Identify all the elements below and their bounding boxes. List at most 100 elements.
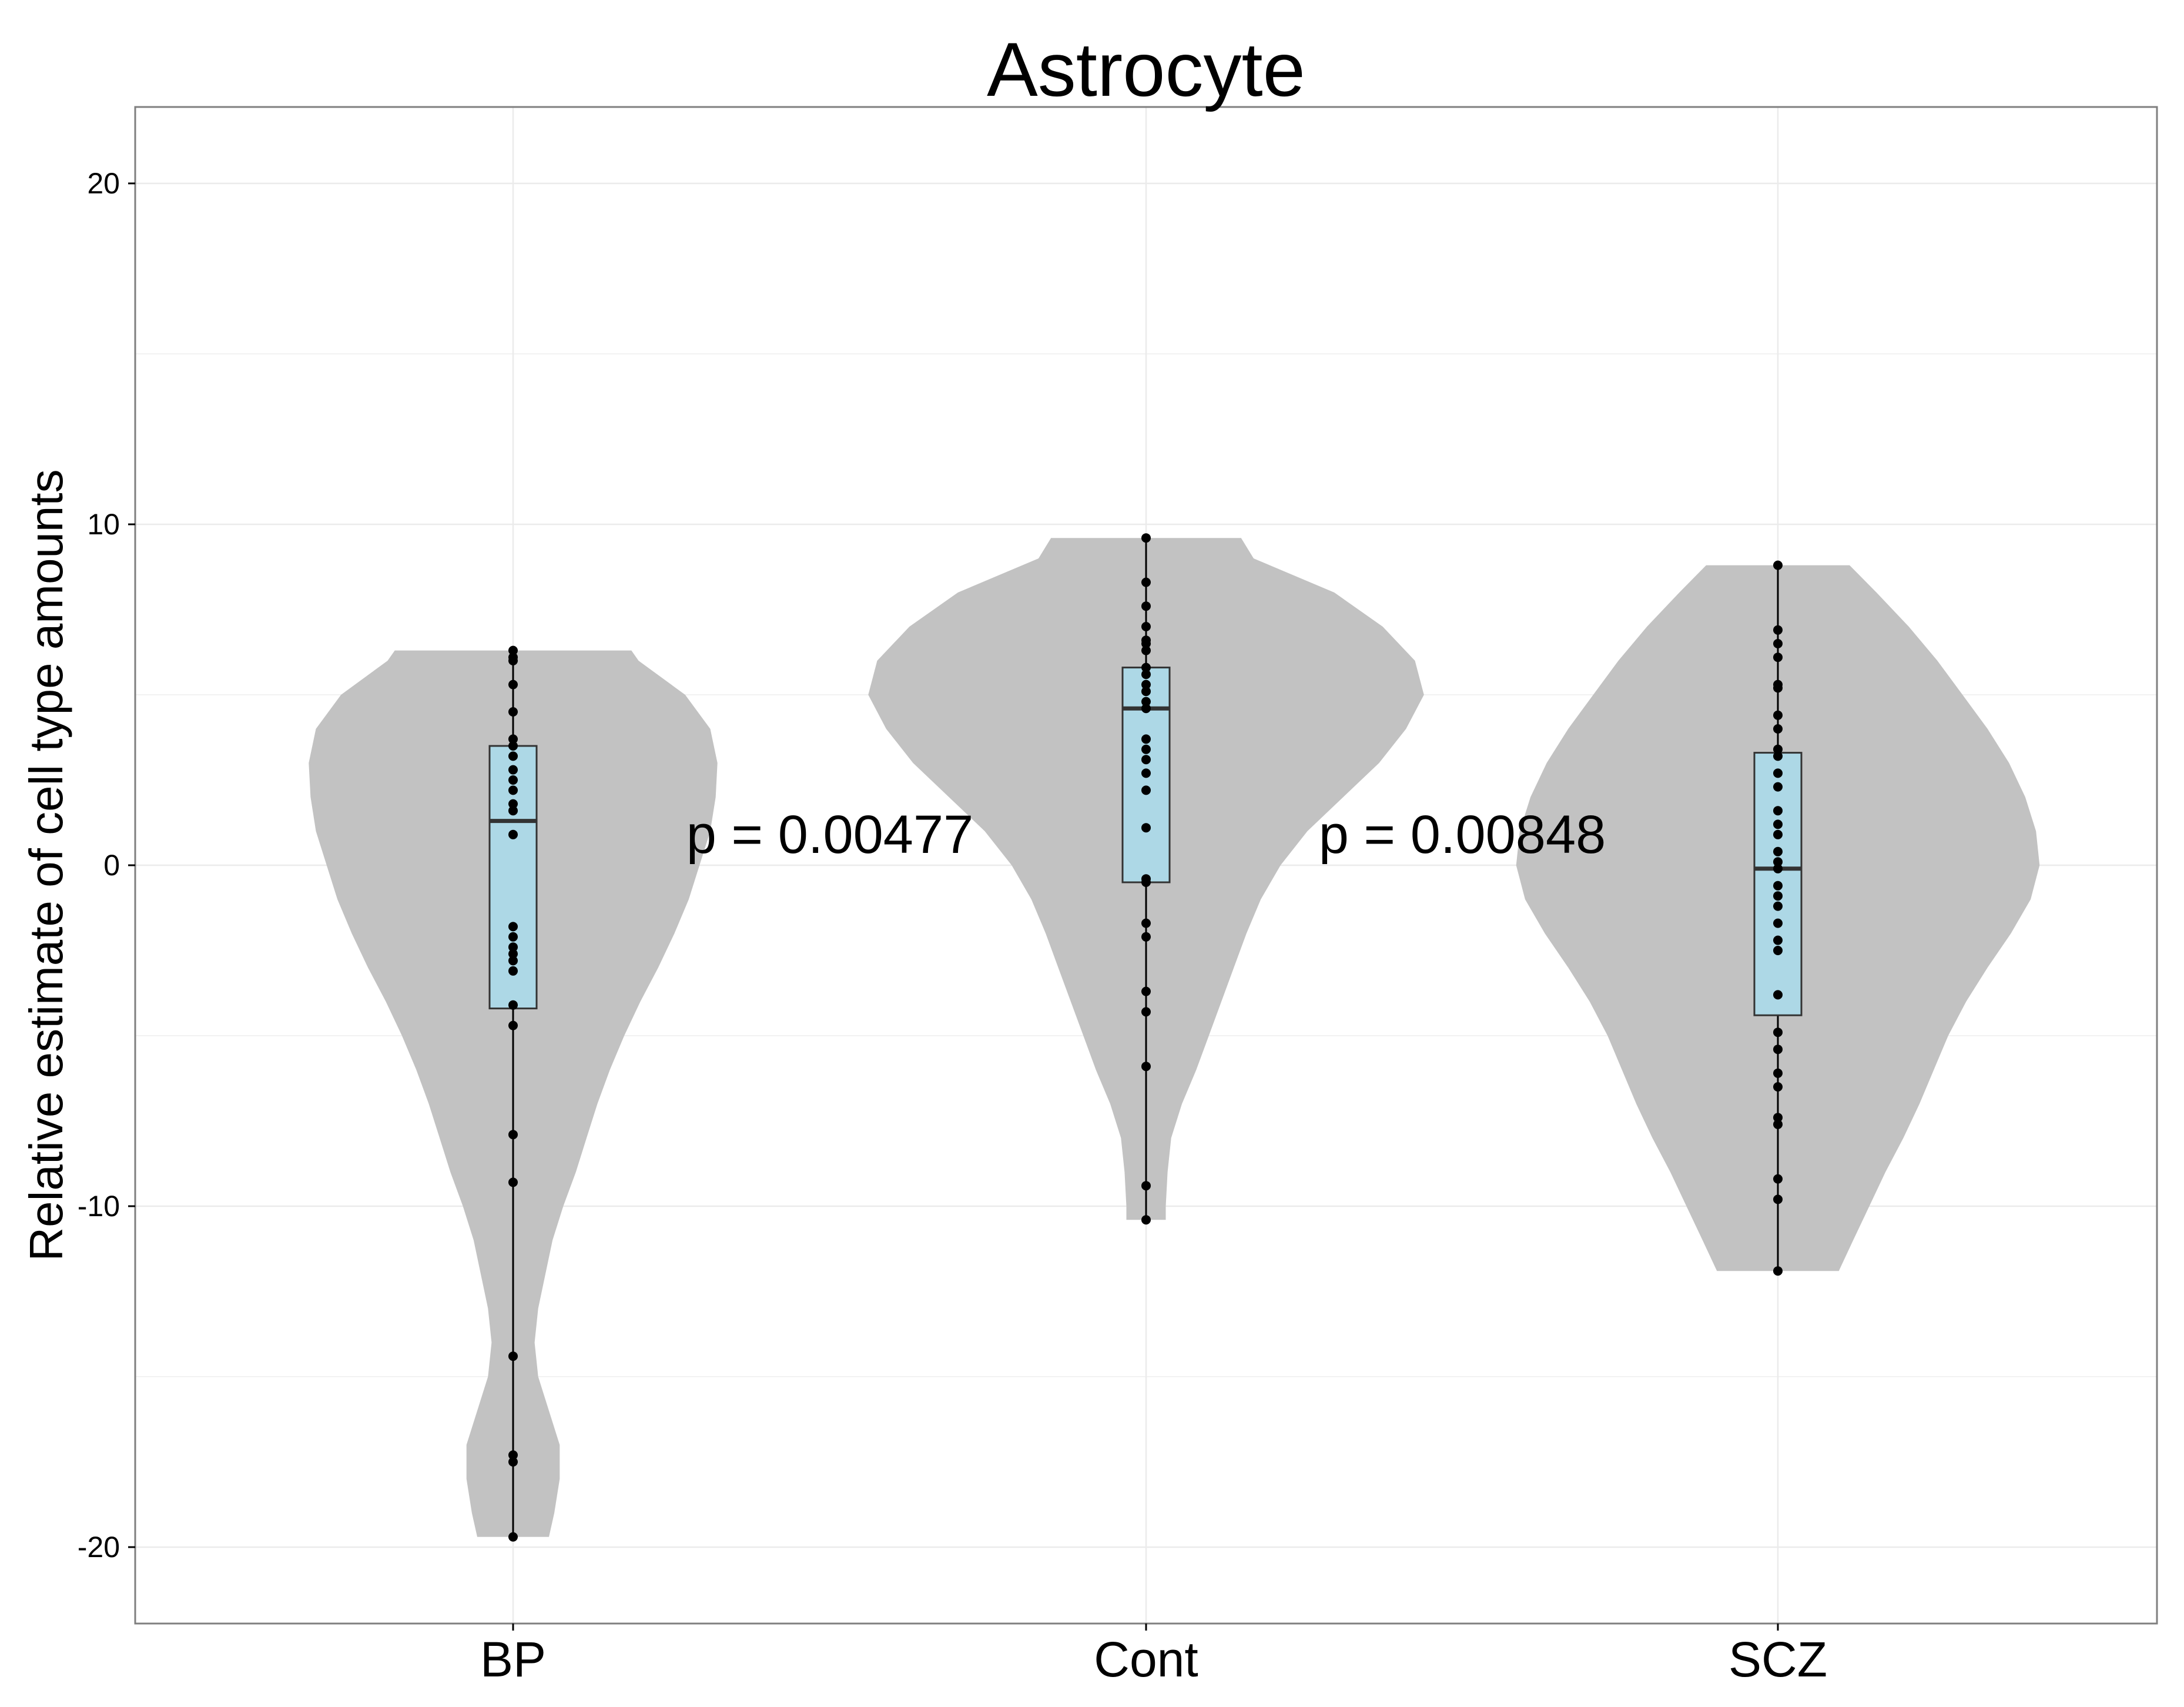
chart-title: Astrocyte xyxy=(987,26,1305,112)
data-point-scz-16 xyxy=(1773,857,1783,867)
data-point-cont-3 xyxy=(1141,622,1151,631)
data-point-bp-14 xyxy=(508,922,518,932)
data-point-bp-9 xyxy=(508,775,518,785)
data-point-scz-11 xyxy=(1773,782,1783,792)
data-point-cont-26 xyxy=(1141,1181,1151,1191)
data-point-scz-31 xyxy=(1773,1174,1783,1184)
y-tick-label-2: 0 xyxy=(103,849,120,882)
data-point-bp-10 xyxy=(508,785,518,795)
data-point-scz-0 xyxy=(1773,560,1783,570)
data-point-bp-24 xyxy=(508,1351,518,1361)
data-point-scz-13 xyxy=(1773,819,1783,829)
data-point-cont-10 xyxy=(1141,687,1151,697)
data-point-bp-0 xyxy=(508,645,518,655)
data-point-cont-14 xyxy=(1141,744,1151,754)
data-point-cont-20 xyxy=(1141,878,1151,887)
data-point-scz-14 xyxy=(1773,829,1783,839)
data-point-cont-9 xyxy=(1141,680,1151,690)
data-point-bp-23 xyxy=(508,1177,518,1187)
x-tick-label-scz: SCZ xyxy=(1729,1632,1827,1687)
data-point-scz-23 xyxy=(1773,946,1783,955)
y-axis-label: Relative estimate of cell type amounts xyxy=(20,469,72,1261)
data-point-cont-15 xyxy=(1141,755,1151,765)
data-point-cont-8 xyxy=(1141,670,1151,680)
axes: 20 10 0 -10 -20 BP Cont SCZ xyxy=(78,167,1827,1687)
data-point-bp-25 xyxy=(508,1450,518,1460)
data-point-bp-17 xyxy=(508,949,518,959)
data-point-bp-8 xyxy=(508,765,518,775)
data-point-bp-3 xyxy=(508,680,518,690)
data-point-scz-9 xyxy=(1773,751,1783,761)
data-point-scz-27 xyxy=(1773,1068,1783,1078)
data-point-bp-2 xyxy=(508,656,518,665)
data-points xyxy=(508,533,1783,1542)
y-tick-label-3: -10 xyxy=(78,1190,120,1223)
data-point-bp-11 xyxy=(508,799,518,809)
data-point-bp-15 xyxy=(508,932,518,942)
y-tick-label-1: 10 xyxy=(87,508,120,541)
data-point-bp-20 xyxy=(508,1000,518,1010)
data-point-cont-7 xyxy=(1141,662,1151,672)
data-point-cont-18 xyxy=(1141,823,1151,833)
data-point-scz-26 xyxy=(1773,1045,1783,1055)
data-point-cont-5 xyxy=(1141,639,1151,648)
data-point-scz-30 xyxy=(1773,1119,1783,1129)
p-value-annotation-bp-cont: p = 0.00477 xyxy=(686,805,974,865)
data-point-scz-22 xyxy=(1773,935,1783,945)
data-point-scz-21 xyxy=(1773,918,1783,928)
data-point-scz-25 xyxy=(1773,1027,1783,1037)
data-point-cont-1 xyxy=(1141,577,1151,587)
data-point-bp-12 xyxy=(508,806,518,816)
data-point-scz-28 xyxy=(1773,1082,1783,1092)
data-point-scz-18 xyxy=(1773,881,1783,891)
data-point-bp-21 xyxy=(508,1020,518,1030)
data-point-scz-12 xyxy=(1773,806,1783,816)
data-point-bp-7 xyxy=(508,751,518,761)
data-point-scz-33 xyxy=(1773,1266,1783,1276)
data-point-cont-23 xyxy=(1141,986,1151,996)
data-point-cont-25 xyxy=(1141,1062,1151,1072)
x-tick-label-cont: Cont xyxy=(1094,1632,1198,1687)
data-point-scz-6 xyxy=(1773,710,1783,720)
data-point-bp-13 xyxy=(508,829,518,839)
data-point-cont-21 xyxy=(1141,918,1151,928)
data-point-cont-0 xyxy=(1141,533,1151,543)
data-point-cont-13 xyxy=(1141,734,1151,744)
data-point-scz-20 xyxy=(1773,901,1783,911)
data-point-scz-19 xyxy=(1773,891,1783,901)
data-point-scz-7 xyxy=(1773,724,1783,734)
data-point-bp-19 xyxy=(508,966,518,976)
x-tick-label-bp: BP xyxy=(480,1632,546,1687)
y-tick-label-0: 20 xyxy=(87,167,120,200)
data-point-scz-5 xyxy=(1773,683,1783,693)
data-point-cont-27 xyxy=(1141,1215,1151,1225)
data-point-cont-22 xyxy=(1141,932,1151,942)
data-point-cont-16 xyxy=(1141,768,1151,778)
data-point-cont-12 xyxy=(1141,704,1151,714)
data-point-scz-3 xyxy=(1773,652,1783,662)
data-point-scz-2 xyxy=(1773,639,1783,648)
data-point-scz-10 xyxy=(1773,768,1783,778)
data-point-bp-5 xyxy=(508,734,518,744)
data-point-cont-2 xyxy=(1141,601,1151,611)
data-point-cont-6 xyxy=(1141,645,1151,655)
data-point-bp-26 xyxy=(508,1457,518,1467)
data-point-bp-22 xyxy=(508,1130,518,1140)
data-point-scz-17 xyxy=(1773,863,1783,873)
data-point-scz-29 xyxy=(1773,1113,1783,1123)
p-value-annotation-cont-scz: p = 0.00848 xyxy=(1319,805,1606,865)
data-point-bp-4 xyxy=(508,707,518,717)
data-point-bp-18 xyxy=(508,956,518,966)
data-point-cont-24 xyxy=(1141,1007,1151,1017)
data-point-bp-27 xyxy=(508,1532,518,1542)
y-tick-label-4: -20 xyxy=(78,1531,120,1564)
data-point-cont-11 xyxy=(1141,697,1151,707)
data-point-bp-16 xyxy=(508,942,518,952)
data-point-scz-15 xyxy=(1773,846,1783,856)
data-point-cont-17 xyxy=(1141,785,1151,795)
data-point-scz-24 xyxy=(1773,990,1783,1000)
data-point-bp-6 xyxy=(508,741,518,751)
data-point-scz-32 xyxy=(1773,1194,1783,1204)
data-point-scz-8 xyxy=(1773,744,1783,754)
